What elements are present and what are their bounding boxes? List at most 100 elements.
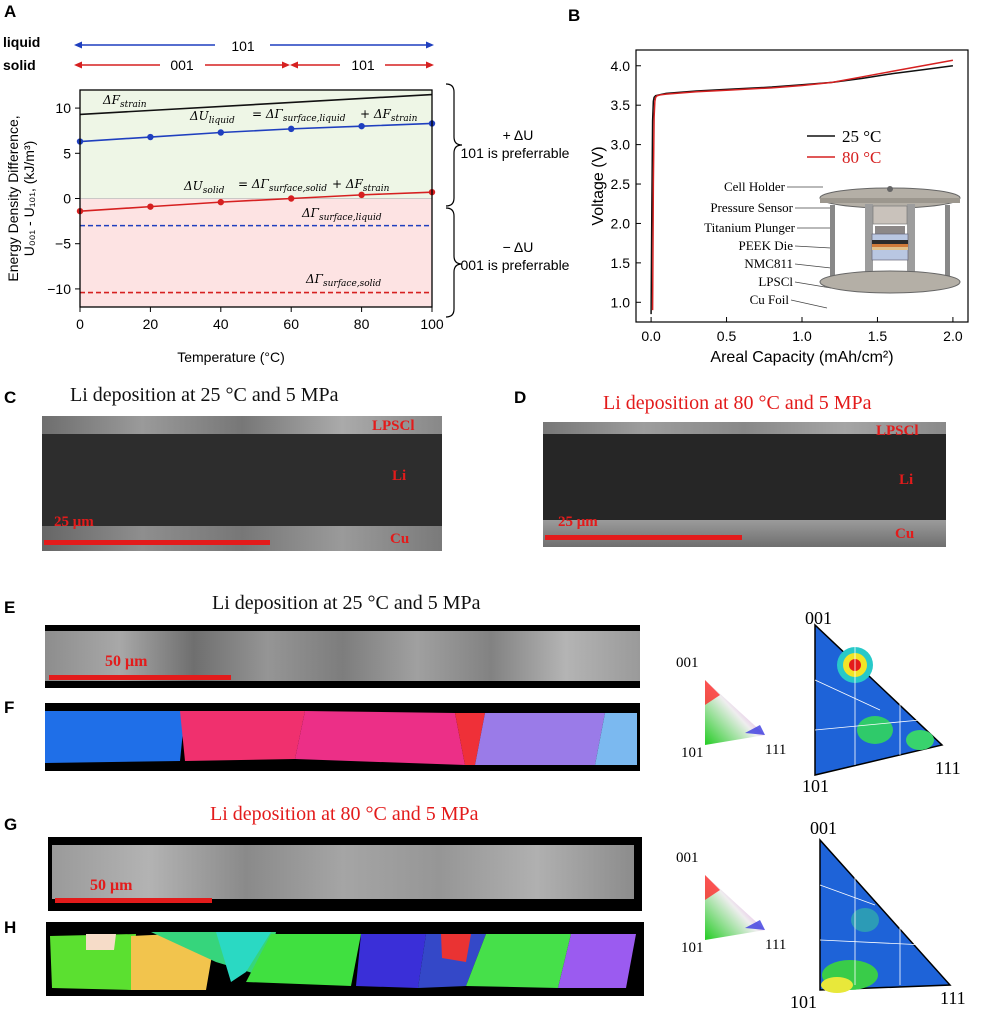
component-leader [790,299,828,309]
component-label: Cell Holder [724,179,786,194]
sem-image-25c: LPSCl Li Cu 25 μm [42,416,442,551]
annotation-u-solid: ΔUsolid [183,179,225,196]
component-leader [794,263,832,269]
ipf-key-bottom-001: 001 [676,850,699,866]
panel-letter-e: E [4,598,16,617]
component-label: Titanium Plunger [704,220,796,235]
x-tick-label: 40 [213,316,229,332]
data-point [147,133,154,141]
x-tick-label-b: 0.5 [717,328,737,344]
scalebar-text-g: 50 μm [90,877,133,894]
series-line-1 [79,122,433,143]
component-label: LPSCl [758,274,793,289]
data-point [217,129,224,136]
scalebar-text-e: 50 μm [105,653,148,670]
sem-image-80c: LPSCl Li Cu 25 μm [543,422,946,547]
x-tick-label: 80 [354,316,370,332]
pole-fig-25c-001: 001 [805,608,832,628]
label-cu-d: Cu [895,526,915,542]
y-tick-label-b: 3.5 [611,97,631,113]
y-tick-label: −10 [47,281,71,297]
annotation-u-liquid-rhs: = ΔΓsurface,liquid [252,107,346,124]
annotation-f-strain: ΔFstrain [102,93,147,110]
brace-positive [445,83,463,207]
label-cu-c: Cu [390,531,410,547]
y-tick-label: 0 [63,191,71,207]
data-point [147,203,154,210]
voltage-curve-1 [651,59,954,311]
component-label: Cu Foil [750,292,790,307]
component-leader [794,281,832,289]
component-leader [794,245,832,249]
ebsd-orientation-map-25c [45,703,640,771]
data-point [288,125,295,133]
pole-fig-25c-111: 111 [935,758,961,778]
label-li-c: Li [392,468,407,484]
ebsd-orientation-map-80c [46,922,644,996]
panel-letter-c: C [4,388,17,407]
data-point [288,195,295,202]
inverse-pole-figure-80c [819,838,952,993]
component-label: PEEK Die [738,238,793,253]
label-lpscl-c: LPSCl [372,418,415,434]
ebsd-band-contrast-80c: 50 μm [48,837,642,911]
panel-letter-d: D [514,388,527,407]
panel-letter-h: H [4,918,17,937]
annotation-u-solid-plus: + ΔFstrain [332,177,390,194]
solid-low-label: 001 [170,57,194,73]
ipf-key-top-001: 001 [676,655,699,671]
phase-arrows: liquid 101 solid 001 101 [3,34,434,74]
x-axis-label-b: Areal Capacity (mAh/cm²) [710,349,893,366]
x-tick-label-b: 1.5 [868,328,888,344]
y-tick-label-b: 3.0 [611,137,631,153]
ipf-key-top-101: 101 [681,745,704,761]
ipf-color-key-bottom [705,875,765,940]
panel-letter-a: A [4,2,17,21]
y-tick-label: 5 [63,145,71,161]
series-line-2 [79,191,433,212]
annotation-u-liquid-plus: + ΔFstrain [360,107,418,124]
x-axis-label: Temperature (°C) [177,349,285,365]
scalebar-e [49,675,231,680]
ipf-key-bottom-101: 101 [681,940,704,956]
x-tick-label: 20 [143,316,159,332]
brace-negative [445,207,463,318]
x-tick-label: 0 [76,316,84,332]
x-tick-label: 100 [420,316,444,332]
solid-label: solid [3,57,36,73]
panel-g-title: Li deposition at 80 °C and 5 MPa [210,803,479,825]
y-tick-label-b: 2.5 [611,176,631,192]
liquid-range-label: 101 [231,38,255,54]
data-point [358,191,365,199]
cell-holder-illustration [819,186,961,294]
data-point [217,198,224,206]
pole-fig-80c-001: 001 [810,818,837,838]
panel-c-title: Li deposition at 25 °C and 5 MPa [70,384,339,406]
pole-fig-80c-101: 101 [790,992,817,1012]
brace-bottom-text-2: 001 is preferrable [461,257,570,273]
y-tick-label-b: 2.0 [611,215,631,231]
region-101-preferable [80,90,432,199]
y-axis-label-b: Voltage (V) [590,146,607,225]
legend-label-80c: 80 °C [842,148,881,167]
panel-letter-f: F [4,698,15,717]
liquid-label: liquid [3,34,40,50]
y-axis-label: Energy Density Difference,U₀₀₁ - U₁₀₁, (… [5,115,37,281]
x-tick-label-b: 2.0 [943,328,963,344]
ipf-key-bottom-111: 111 [765,937,787,953]
region-001-preferable [80,198,432,307]
component-label: Pressure Sensor [710,200,793,215]
y-tick-label: 10 [55,100,71,116]
component-label: NMC811 [744,256,793,271]
y-tick-label-b: 4.0 [611,58,631,74]
solid-high-label: 101 [351,57,375,73]
label-li-d: Li [899,472,914,488]
panel-letter-b: B [568,6,581,25]
x-tick-label-b: 1.0 [792,328,812,344]
x-tick-label-b: 0.0 [641,328,661,344]
label-lpscl-d: LPSCl [876,423,919,439]
energy-density-chart: 0 20 40 60 80 100 −10 −5 0 5 10 Temperature (°C) Ene… [5,83,570,365]
y-tick-label: −5 [55,236,71,252]
voltage-curve-0 [650,65,954,315]
annotation-gamma-liquid: ΔΓsurface,liquid [301,206,382,223]
